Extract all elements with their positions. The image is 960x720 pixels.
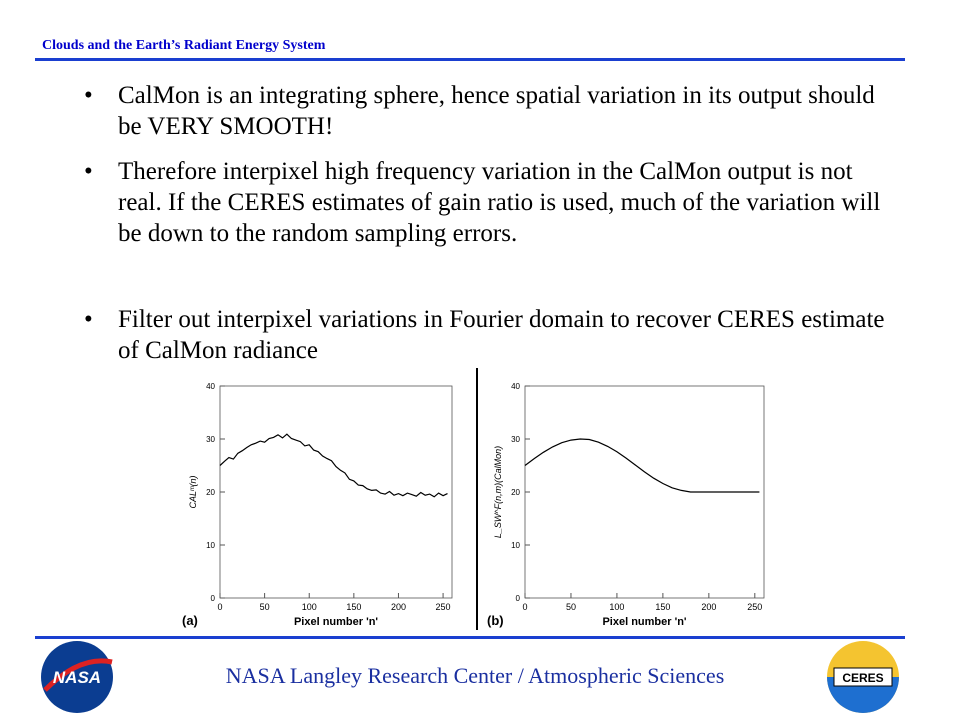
x-tick-label: 200 [701,602,716,612]
y-tick-label: 40 [511,382,520,391]
bullet: CalMon is an integrating sphere, hence s… [84,80,888,142]
x-tick-label: 100 [302,602,317,612]
x-tick-label: 100 [609,602,624,612]
header-title: Clouds and the Earth’s Radiant Energy Sy… [42,38,326,53]
bullet: Therefore interpixel high frequency vari… [84,156,888,249]
y-axis-label: L_SW^F(n,m)(CalMon) [493,446,503,538]
y-tick-label: 40 [206,382,215,391]
x-tick-label: 0 [217,602,222,612]
x-axis-label: Pixel number 'n' [602,616,686,628]
plot-frame [219,385,453,599]
x-tick-label: 250 [747,602,762,612]
footer-text: NASA Langley Research Center / Atmospher… [225,663,725,688]
y-tick-label: 20 [206,488,215,497]
x-tick-label: 0 [522,602,527,612]
x-tick-label: 50 [566,602,576,612]
y-tick-label: 30 [206,435,215,444]
y-tick-label: 20 [511,488,520,497]
y-tick-label: 0 [516,594,521,603]
y-axis-label: CALᵐ(n) [188,475,198,508]
data-line [524,438,760,493]
y-tick-label: 10 [206,541,215,550]
rule [35,58,905,61]
x-tick-label: 250 [436,602,451,612]
data-line [219,433,448,498]
y-tick-label: 10 [511,541,520,550]
rule [35,636,905,639]
x-tick-label: 150 [655,602,670,612]
x-tick-label: 150 [346,602,361,612]
panel-label: (a) [182,613,198,628]
bullet: Filter out interpixel variations in Four… [84,304,888,366]
x-tick-label: 200 [391,602,406,612]
y-tick-label: 30 [511,435,520,444]
y-tick-label: 0 [211,594,216,603]
x-tick-label: 50 [260,602,270,612]
panel-label: (b) [487,613,504,628]
x-axis-label: Pixel number 'n' [294,616,378,628]
